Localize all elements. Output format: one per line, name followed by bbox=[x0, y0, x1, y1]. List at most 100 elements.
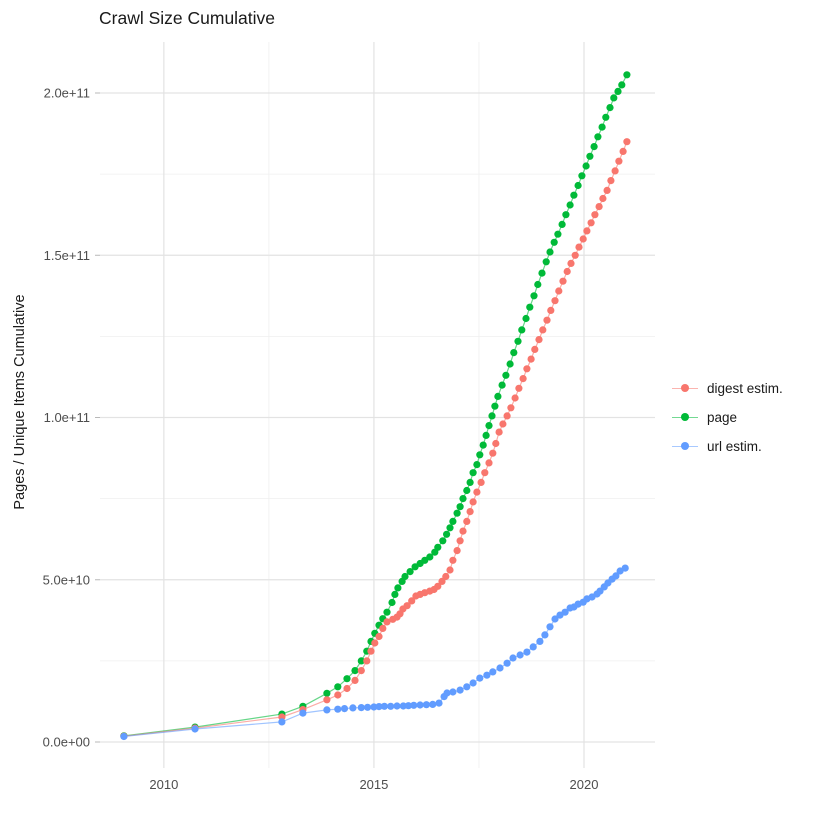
data-point bbox=[485, 422, 493, 430]
data-point bbox=[410, 701, 418, 709]
data-point bbox=[479, 441, 487, 449]
x-tick-label: 2010 bbox=[149, 777, 178, 792]
data-point bbox=[538, 269, 546, 277]
data-point bbox=[488, 412, 496, 420]
series-line bbox=[123, 567, 626, 738]
data-point bbox=[442, 572, 450, 581]
data-point bbox=[401, 572, 409, 581]
data-point bbox=[523, 365, 531, 373]
x-tick-label: 2015 bbox=[359, 777, 388, 792]
data-point bbox=[623, 138, 631, 146]
data-point bbox=[495, 428, 503, 436]
data-point bbox=[619, 147, 627, 155]
data-point bbox=[323, 696, 331, 704]
data-point bbox=[611, 167, 619, 175]
data-point bbox=[546, 248, 554, 256]
data-point bbox=[507, 404, 515, 412]
data-point bbox=[567, 259, 575, 267]
data-point bbox=[485, 459, 493, 467]
data-point bbox=[534, 280, 542, 289]
legend-key-icon bbox=[672, 408, 698, 426]
data-point bbox=[562, 211, 570, 219]
data-point bbox=[529, 643, 537, 651]
data-point bbox=[434, 582, 442, 590]
data-point bbox=[515, 384, 523, 392]
data-point bbox=[535, 336, 543, 344]
data-point bbox=[542, 258, 550, 266]
data-point bbox=[523, 648, 531, 656]
y-tick-label: 1.0e+11 bbox=[44, 410, 90, 425]
data-point bbox=[463, 683, 471, 691]
data-point bbox=[343, 675, 351, 683]
gridlines-minor bbox=[100, 42, 655, 768]
data-point bbox=[422, 701, 430, 709]
data-point bbox=[449, 517, 457, 526]
data-point bbox=[463, 517, 471, 526]
data-point bbox=[511, 394, 519, 402]
legend-label: digest estim. bbox=[707, 380, 783, 396]
legend: digest estim. page url estim. bbox=[672, 379, 826, 455]
data-point bbox=[375, 703, 383, 711]
data-point bbox=[603, 186, 611, 194]
data-point bbox=[473, 488, 481, 496]
data-point bbox=[510, 349, 518, 357]
data-point bbox=[503, 412, 511, 420]
data-point bbox=[582, 162, 590, 170]
data-point bbox=[574, 181, 582, 190]
legend-key-icon bbox=[672, 379, 698, 397]
data-point bbox=[546, 623, 554, 631]
data-point bbox=[494, 392, 502, 400]
data-point bbox=[489, 449, 497, 457]
data-point bbox=[586, 152, 594, 160]
data-point bbox=[621, 564, 629, 572]
data-point bbox=[502, 371, 510, 379]
data-point bbox=[489, 668, 497, 676]
y-tick-label: 5.0e+10 bbox=[43, 572, 90, 587]
data-point bbox=[606, 104, 614, 112]
data-point bbox=[443, 530, 451, 538]
y-tick-label: 2.0e+11 bbox=[44, 86, 90, 101]
data-point bbox=[453, 509, 461, 517]
data-point bbox=[469, 679, 477, 687]
data-point bbox=[416, 701, 424, 709]
data-point bbox=[469, 469, 477, 477]
series-url-estim bbox=[120, 564, 629, 741]
data-point bbox=[578, 172, 586, 180]
series-line bbox=[123, 141, 628, 737]
data-point bbox=[547, 306, 555, 314]
data-point bbox=[550, 238, 558, 246]
data-point bbox=[349, 704, 357, 712]
data-point bbox=[518, 326, 526, 334]
data-point bbox=[541, 631, 549, 639]
data-point bbox=[391, 590, 399, 599]
data-point bbox=[438, 577, 446, 586]
data-point bbox=[459, 527, 467, 535]
legend-item-url-estim: url estim. bbox=[672, 437, 826, 455]
data-point bbox=[503, 659, 511, 667]
data-point bbox=[434, 543, 442, 551]
data-point bbox=[482, 431, 490, 439]
data-point bbox=[607, 177, 615, 185]
data-point bbox=[466, 508, 474, 516]
data-point bbox=[351, 667, 359, 675]
data-point bbox=[612, 572, 620, 580]
data-point bbox=[120, 732, 128, 741]
data-point bbox=[334, 705, 342, 713]
y-tick-labels: 0.0e+00 5.0e+10 1.0e+11 1.5e+11 2.0e+11 bbox=[43, 86, 90, 750]
data-point bbox=[602, 113, 610, 121]
data-point bbox=[364, 703, 372, 711]
data-point bbox=[429, 700, 437, 709]
data-point bbox=[491, 402, 499, 410]
data-point bbox=[456, 503, 464, 511]
data-point bbox=[375, 632, 383, 641]
data-point bbox=[522, 314, 530, 323]
data-point bbox=[610, 94, 618, 102]
data-point bbox=[459, 495, 467, 503]
data-point bbox=[571, 251, 579, 259]
data-point bbox=[566, 201, 574, 209]
data-point bbox=[334, 691, 342, 699]
legend-key-dot bbox=[681, 413, 689, 421]
data-point bbox=[506, 360, 514, 368]
